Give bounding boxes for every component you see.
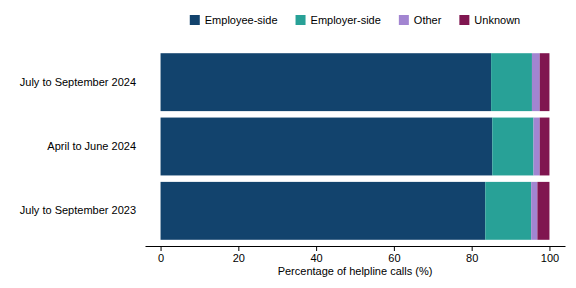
x-tick: 0 [158, 246, 164, 264]
bar-segment [540, 118, 550, 176]
x-tick: 20 [233, 246, 245, 264]
bar-segment [491, 53, 532, 111]
legend-swatch [296, 15, 306, 25]
x-tick-label: 60 [388, 252, 400, 264]
legend-item: Other [399, 14, 442, 26]
x-tick-label: 100 [541, 252, 559, 264]
legend-item: Unknown [459, 14, 520, 26]
bar-segment [161, 182, 486, 240]
x-tick-mark [549, 246, 550, 251]
legend-label: Employee-side [205, 14, 278, 26]
y-tick-label: April to June 2024 [47, 140, 136, 152]
bar-segment [534, 118, 540, 176]
x-tick: 100 [541, 246, 559, 264]
legend-swatch [190, 15, 200, 25]
legend-item: Employer-side [296, 14, 381, 26]
x-axis-title: Percentage of helpline calls (%) [278, 265, 433, 277]
x-axis: 0 20 40 60 80 100 [146, 246, 566, 264]
legend-item: Employee-side [190, 14, 278, 26]
x-tick-label: 40 [310, 252, 322, 264]
bar-segment [532, 53, 540, 111]
bar-segment [492, 118, 533, 176]
x-tick-mark [472, 246, 473, 251]
bar-segment [540, 53, 550, 111]
x-tick-label: 0 [158, 252, 164, 264]
bar-segment [161, 118, 493, 176]
legend-label: Unknown [474, 14, 520, 26]
bar-segment [537, 182, 549, 240]
x-tick-mark [161, 246, 162, 251]
plot: 0 20 40 60 80 100 July to September 2024 April … [20, 53, 566, 264]
x-tick-label: 80 [466, 252, 478, 264]
y-tick: July to September 2024 [20, 76, 139, 88]
bar-segment [485, 182, 531, 240]
x-tick-mark [316, 246, 317, 251]
x-tick-label: 20 [233, 252, 245, 264]
bar-segment [161, 53, 492, 111]
legend-swatch [459, 15, 469, 25]
bar-segment [531, 182, 537, 240]
legend-label: Employer-side [311, 14, 381, 26]
y-tick-label: July to September 2024 [20, 76, 136, 88]
legend-swatch [399, 15, 409, 25]
x-tick: 80 [466, 246, 478, 264]
y-tick: April to June 2024 [47, 140, 139, 152]
x-tick: 60 [388, 246, 400, 264]
x-axis-line [146, 246, 566, 247]
x-tick-mark [238, 246, 239, 251]
y-axis: July to September 2024 April to June 2024… [20, 76, 139, 217]
bars [161, 53, 550, 240]
x-tick-mark [394, 246, 395, 251]
y-tick-label: July to September 2023 [20, 204, 136, 216]
y-tick: July to September 2023 [20, 204, 139, 216]
legend: Employee-side Employer-side Other Unknown [190, 14, 520, 26]
x-tick: 40 [310, 246, 322, 264]
legend-label: Other [414, 14, 442, 26]
